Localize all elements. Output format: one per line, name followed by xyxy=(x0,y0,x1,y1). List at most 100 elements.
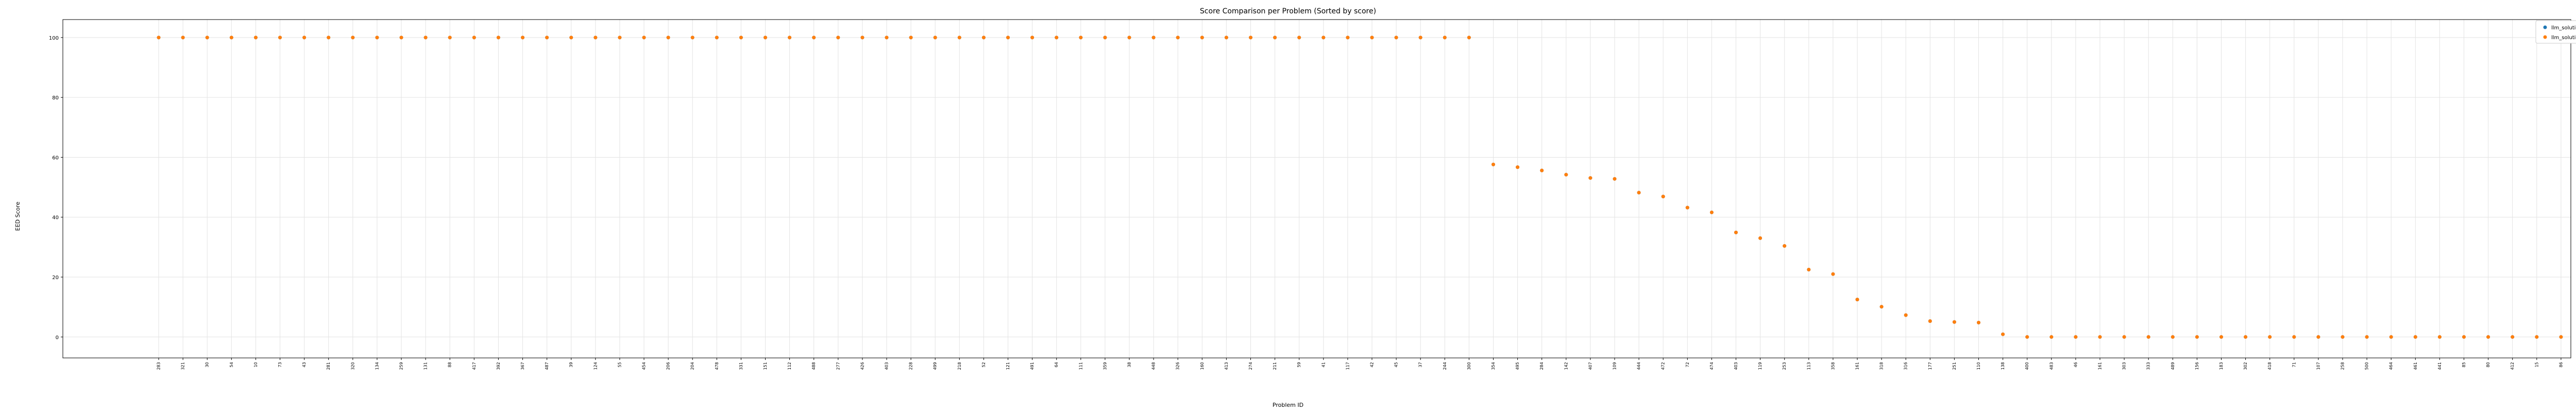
point-llm-solution-v1-score xyxy=(1904,313,1908,317)
point-llm-solution-v1-score xyxy=(375,36,379,40)
x-tick-label: 300 xyxy=(1467,362,1471,370)
x-tick-label: 403 xyxy=(1734,362,1738,370)
x-tick-label: 333 xyxy=(2146,362,2151,370)
point-llm-solution-v1-score xyxy=(205,36,209,40)
y-tick-label: 100 xyxy=(49,36,59,41)
x-tick-label: 491 xyxy=(1030,362,1035,370)
point-llm-solution-v1-score xyxy=(1224,36,1228,40)
point-llm-solution-v1-score xyxy=(1879,305,1884,309)
point-llm-solution-v1-score xyxy=(1467,36,1471,40)
point-llm-solution-v1-score xyxy=(690,36,694,40)
legend-marker-llm-solution-score xyxy=(2543,25,2547,29)
x-tick-label: 85 xyxy=(2462,362,2466,367)
point-llm-solution-v1-score xyxy=(1006,36,1010,40)
x-tick-label: 134 xyxy=(375,362,379,370)
point-llm-solution-v1-score xyxy=(496,36,500,40)
x-tick-label: 38 xyxy=(1127,362,1132,367)
x-axis-label: Problem ID xyxy=(1273,402,1303,408)
plot-frame xyxy=(62,19,2571,358)
x-tick-label: 119 xyxy=(1758,362,1762,370)
x-tick-label: 107 xyxy=(2316,362,2320,370)
point-llm-solution-v1-score xyxy=(2025,335,2029,339)
x-tick-label: 15 xyxy=(2534,362,2539,367)
point-llm-solution-v1-score xyxy=(1588,176,1592,180)
x-tick-label: 259 xyxy=(399,362,404,370)
legend-label-llm-solution-score: llm_solution_score xyxy=(2551,25,2576,31)
x-tick-label: 37 xyxy=(1418,362,1423,367)
x-tick-label: 474 xyxy=(1709,362,1714,370)
x-tick-label: 316 xyxy=(1904,362,1908,370)
point-llm-solution-v1-score xyxy=(1540,168,1544,173)
point-llm-solution-v1-score xyxy=(2437,335,2442,339)
legend-label-llm-solution-v1-score: llm_solution_v1_score xyxy=(2551,35,2576,41)
x-tick-label: 43 xyxy=(302,362,307,367)
x-tick-label: 321 xyxy=(181,362,185,370)
point-llm-solution-v1-score xyxy=(2171,335,2175,339)
x-tick-label: 39 xyxy=(569,362,573,367)
point-llm-solution-v1-score xyxy=(1952,320,1956,324)
point-llm-solution-v1-score xyxy=(860,36,865,40)
point-llm-solution-v1-score xyxy=(715,36,719,40)
point-llm-solution-v1-score xyxy=(2535,335,2539,339)
x-tick-label: 161 xyxy=(1855,362,1860,370)
point-llm-solution-v1-score xyxy=(2316,335,2320,339)
y-tick-label: 0 xyxy=(56,335,59,340)
x-tick-label: 112 xyxy=(787,362,792,370)
point-llm-solution-v1-score xyxy=(1807,267,1811,271)
tick-labels: 283 321 30 54 10 73 43 281 320 134 259 131 88 417 392 3… xyxy=(49,36,2563,370)
y-tick-label: 20 xyxy=(52,275,59,281)
point-llm-solution-v1-score xyxy=(1637,191,1641,195)
point-llm-solution-v1-score xyxy=(812,36,816,40)
x-tick-label: 302 xyxy=(2243,362,2248,370)
point-llm-solution-v1-score xyxy=(739,36,743,40)
x-tick-label: 392 xyxy=(496,362,501,370)
point-llm-solution-v1-score xyxy=(2219,335,2223,339)
point-llm-solution-v1-score xyxy=(2074,335,2078,339)
x-tick-label: 488 xyxy=(811,362,816,370)
x-tick-label: 211 xyxy=(1273,362,1277,370)
point-llm-solution-v1-score xyxy=(2292,335,2296,339)
x-tick-label: 417 xyxy=(472,362,477,370)
point-llm-solution-v1-score xyxy=(933,36,937,40)
x-tick-label: 499 xyxy=(933,362,938,370)
point-llm-solution-v1-score xyxy=(666,36,670,40)
point-llm-solution-v1-score xyxy=(836,36,840,40)
x-tick-label: 64 xyxy=(1054,362,1059,367)
point-llm-solution-v1-score xyxy=(253,36,258,40)
x-tick-label: 489 xyxy=(2171,362,2175,370)
x-tick-label: 500 xyxy=(2365,362,2369,370)
x-tick-label: 131 xyxy=(423,362,428,370)
point-llm-solution-v1-score xyxy=(2195,335,2199,339)
x-tick-label: 303 xyxy=(2122,362,2127,370)
x-tick-label: 72 xyxy=(1685,362,1690,367)
x-tick-label: 454 xyxy=(642,362,647,370)
point-llm-solution-v1-score xyxy=(1855,298,1859,302)
x-tick-label: 117 xyxy=(1345,362,1350,370)
x-tick-label: 86 xyxy=(2558,362,2563,367)
point-llm-solution-v1-score xyxy=(1321,36,1326,40)
point-llm-solution-v1-score xyxy=(157,36,161,40)
point-llm-solution-v1-score xyxy=(1831,272,1835,276)
x-tick-label: 320 xyxy=(350,362,355,370)
x-tick-label: 59 xyxy=(1297,362,1301,367)
x-tick-label: 358 xyxy=(1831,362,1835,370)
x-tick-label: 138 xyxy=(2001,362,2005,370)
point-llm-solution-v1-score xyxy=(2049,335,2054,339)
point-llm-solution-v1-score xyxy=(2462,335,2466,339)
point-llm-solution-v1-score xyxy=(2341,335,2345,339)
x-tick-label: 253 xyxy=(1782,362,1787,370)
point-llm-solution-v1-score xyxy=(423,36,428,40)
point-llm-solution-v1-score xyxy=(351,36,355,40)
x-tick-label: 30 xyxy=(205,362,210,367)
x-tick-label: 274 xyxy=(1248,362,1253,370)
point-llm-solution-v1-score xyxy=(2001,332,2005,336)
point-llm-solution-v1-score xyxy=(981,36,986,40)
x-tick-label: 413 xyxy=(1224,362,1229,370)
point-llm-solution-v1-score xyxy=(472,36,476,40)
point-llm-solution-v1-score xyxy=(1613,177,1617,181)
axes xyxy=(61,19,2571,360)
x-tick-label: 177 xyxy=(1928,362,1933,370)
x-tick-label: 55 xyxy=(617,362,622,367)
x-tick-label: 258 xyxy=(2341,362,2345,370)
point-llm-solution-v1-score xyxy=(302,36,307,40)
